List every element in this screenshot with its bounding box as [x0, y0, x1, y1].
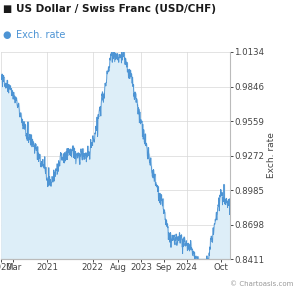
Text: ●: ●	[2, 30, 11, 40]
Text: US Dollar / Swiss Franc (USD/CHF): US Dollar / Swiss Franc (USD/CHF)	[16, 4, 216, 14]
Text: © Chartoasis.com: © Chartoasis.com	[230, 281, 294, 287]
Text: ■: ■	[2, 4, 12, 14]
Text: Exch. rate: Exch. rate	[16, 30, 65, 40]
Y-axis label: Exch. rate: Exch. rate	[267, 132, 276, 179]
